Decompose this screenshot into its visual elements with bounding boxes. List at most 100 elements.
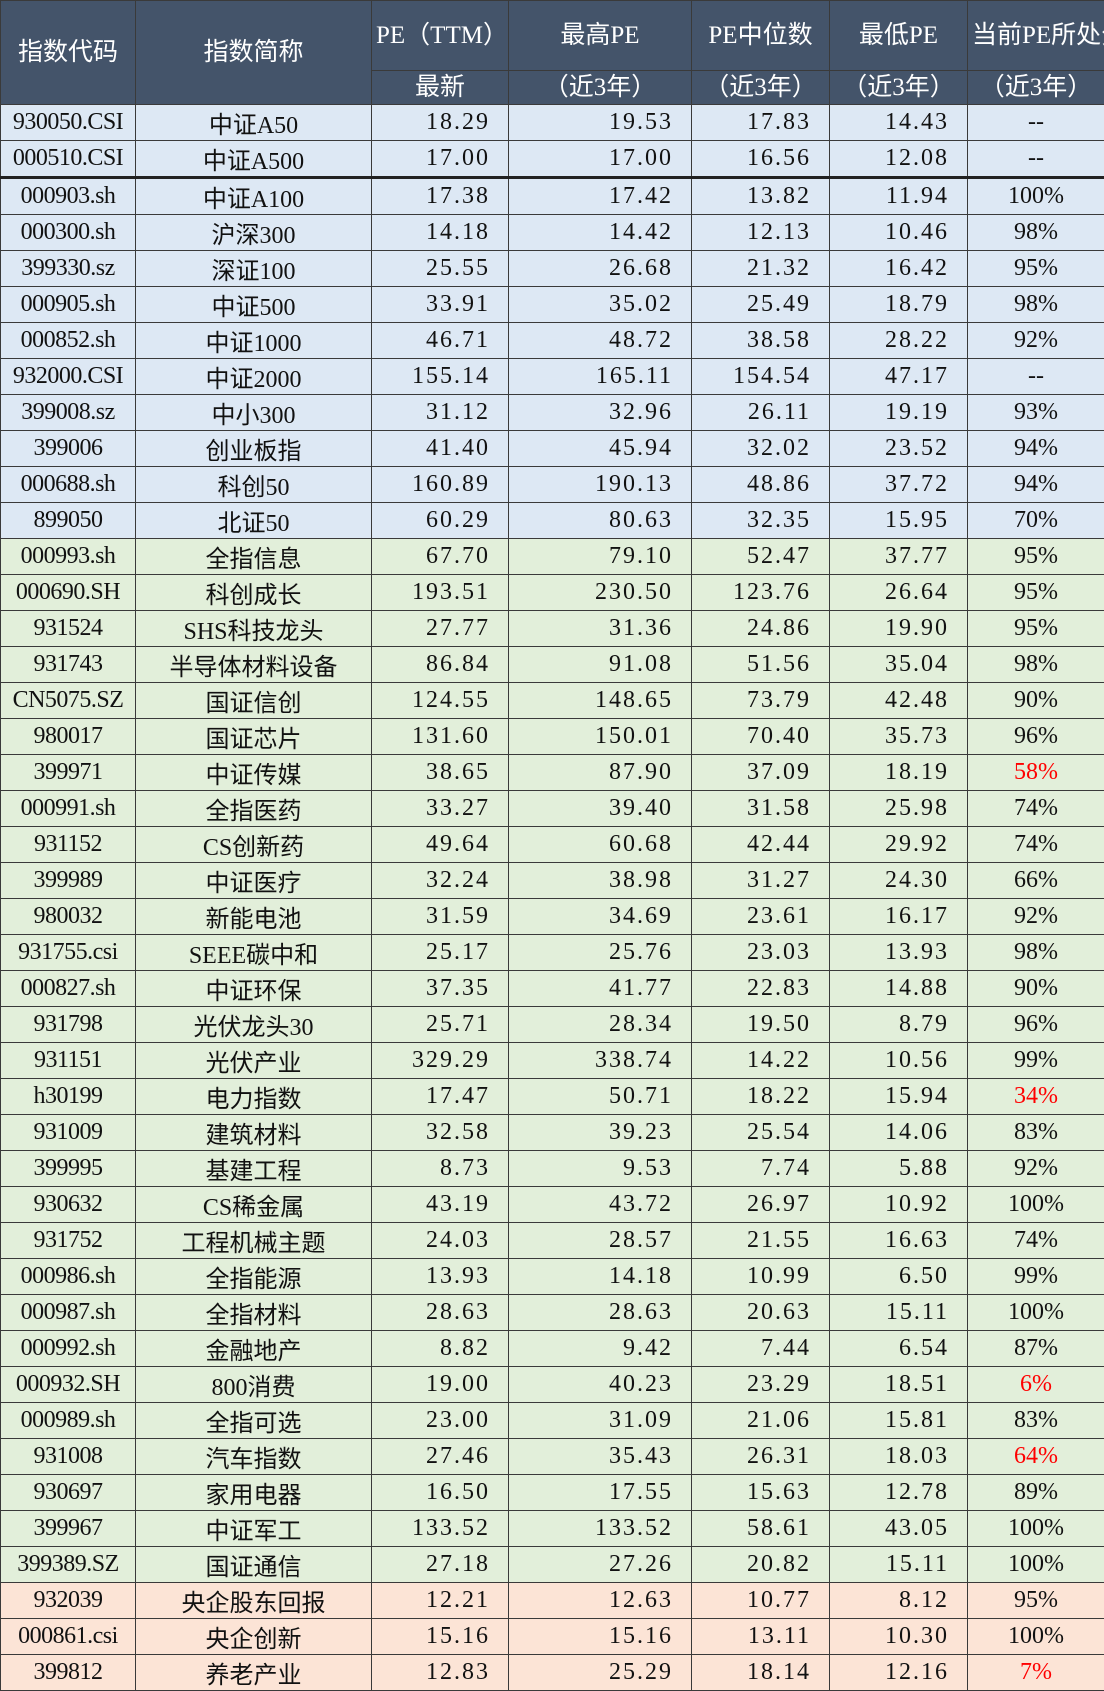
index-name-cell: 央企股东回报 (136, 1583, 372, 1619)
index-name-cell: 央企创新 (136, 1619, 372, 1655)
pe-high-cell: 87.90 (509, 755, 692, 791)
index-code-cell: 000992.sh (1, 1331, 136, 1367)
pe-low-cell: 18.51 (830, 1367, 968, 1403)
pe-low-cell: 23.52 (830, 431, 968, 467)
pe-latest-cell: 8.73 (372, 1151, 509, 1187)
index-code-cell: 899050 (1, 503, 136, 539)
pe-median-cell: 25.49 (692, 287, 830, 323)
pe-median-cell: 7.44 (692, 1331, 830, 1367)
index-name-cell: 全指材料 (136, 1295, 372, 1331)
pe-percentile-cell: 100% (968, 178, 1104, 215)
index-name-cell: CS稀金属 (136, 1187, 372, 1223)
pe-low-cell: 12.08 (830, 141, 968, 178)
pe-latest-cell: 27.77 (372, 611, 509, 647)
index-code-cell: 930050.CSI (1, 105, 136, 141)
pe-latest-cell: 12.83 (372, 1655, 509, 1691)
index-code-cell: 000300.sh (1, 215, 136, 251)
pe-high-cell: 39.40 (509, 791, 692, 827)
pe-low-cell: 12.16 (830, 1655, 968, 1691)
pe-percentile-cell: 99% (968, 1043, 1104, 1079)
pe-low-cell: 14.43 (830, 105, 968, 141)
index-code-cell: 931743 (1, 647, 136, 683)
pe-low-cell: 35.73 (830, 719, 968, 755)
pe-percentile-cell: 93% (968, 395, 1104, 431)
pe-low-cell: 29.92 (830, 827, 968, 863)
header-median: PE中位数 (692, 1, 830, 71)
pe-high-cell: 27.26 (509, 1547, 692, 1583)
pe-high-cell: 43.72 (509, 1187, 692, 1223)
pe-high-cell: 9.53 (509, 1151, 692, 1187)
index-code-cell: 000987.sh (1, 1295, 136, 1331)
pe-latest-cell: 32.24 (372, 863, 509, 899)
pe-latest-cell: 27.18 (372, 1547, 509, 1583)
pe-low-cell: 18.19 (830, 755, 968, 791)
pe-median-cell: 48.86 (692, 467, 830, 503)
index-name-cell: 半导体材料设备 (136, 647, 372, 683)
pe-median-cell: 13.82 (692, 178, 830, 215)
pe-latest-cell: 131.60 (372, 719, 509, 755)
pe-latest-cell: 23.00 (372, 1403, 509, 1439)
pe-percentile-cell: 98% (968, 287, 1104, 323)
index-code-cell: 931152 (1, 827, 136, 863)
pe-percentile-cell: 94% (968, 467, 1104, 503)
pe-latest-cell: 25.71 (372, 1007, 509, 1043)
index-code-cell: 399330.sz (1, 251, 136, 287)
pe-high-cell: 25.29 (509, 1655, 692, 1691)
pe-median-cell: 21.55 (692, 1223, 830, 1259)
pe-low-cell: 6.50 (830, 1259, 968, 1295)
pe-percentile-cell: 83% (968, 1403, 1104, 1439)
pe-high-cell: 15.16 (509, 1619, 692, 1655)
pe-low-cell: 37.72 (830, 467, 968, 503)
index-code-cell: 000688.sh (1, 467, 136, 503)
pe-latest-cell: 19.00 (372, 1367, 509, 1403)
pe-median-cell: 17.83 (692, 105, 830, 141)
pe-latest-cell: 14.18 (372, 215, 509, 251)
pe-low-cell: 26.64 (830, 575, 968, 611)
index-name-cell: 全指可选 (136, 1403, 372, 1439)
pe-low-cell: 16.42 (830, 251, 968, 287)
pe-latest-cell: 38.65 (372, 755, 509, 791)
pe-median-cell: 26.11 (692, 395, 830, 431)
index-code-cell: 000861.csi (1, 1619, 136, 1655)
pe-high-cell: 28.63 (509, 1295, 692, 1331)
pe-low-cell: 10.56 (830, 1043, 968, 1079)
pe-latest-cell: 49.64 (372, 827, 509, 863)
pe-latest-cell: 17.38 (372, 178, 509, 215)
pe-median-cell: 51.56 (692, 647, 830, 683)
pe-high-cell: 50.71 (509, 1079, 692, 1115)
pe-high-cell: 17.42 (509, 178, 692, 215)
pe-latest-cell: 32.58 (372, 1115, 509, 1151)
header-low-sub: （近3年） (830, 71, 968, 105)
pe-low-cell: 15.94 (830, 1079, 968, 1115)
index-code-cell: 000827.sh (1, 971, 136, 1007)
pe-low-cell: 15.95 (830, 503, 968, 539)
pe-low-cell: 10.30 (830, 1619, 968, 1655)
pe-percentile-cell: 98% (968, 935, 1104, 971)
index-code-cell: 000903.sh (1, 178, 136, 215)
pe-median-cell: 7.74 (692, 1151, 830, 1187)
pe-median-cell: 26.31 (692, 1439, 830, 1475)
pe-high-cell: 60.68 (509, 827, 692, 863)
pe-percentile-cell: -- (968, 105, 1104, 141)
pe-latest-cell: 155.14 (372, 359, 509, 395)
pe-latest-cell: 27.46 (372, 1439, 509, 1475)
pe-low-cell: 10.92 (830, 1187, 968, 1223)
pe-low-cell: 18.79 (830, 287, 968, 323)
header-percentile-sub: （近3年） (968, 71, 1104, 105)
pe-percentile-cell: 100% (968, 1619, 1104, 1655)
pe-median-cell: 18.22 (692, 1079, 830, 1115)
pe-low-cell: 16.17 (830, 899, 968, 935)
